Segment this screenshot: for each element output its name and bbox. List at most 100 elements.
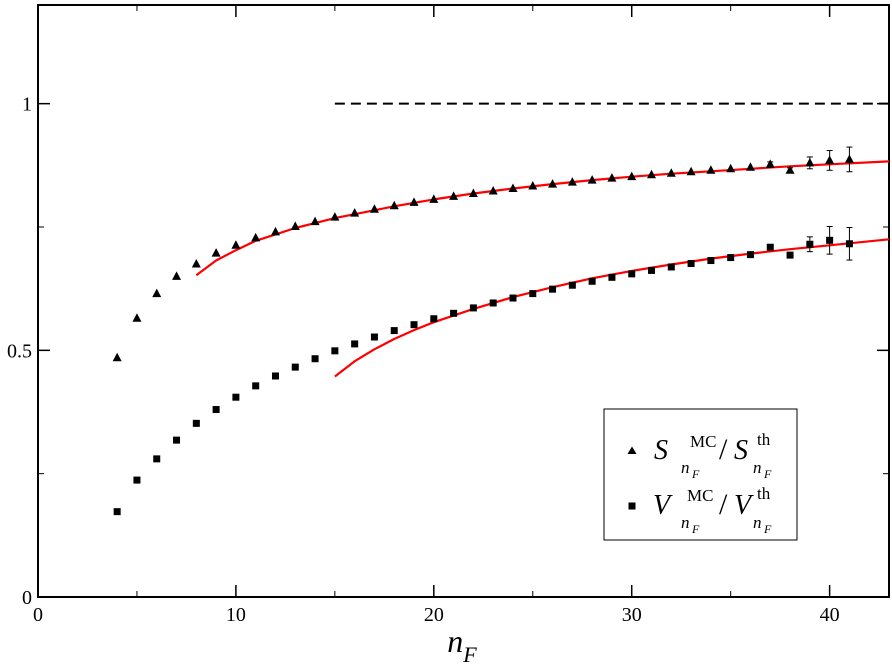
legend-v-slash: / <box>719 488 728 521</box>
triangle-data-point <box>706 165 716 174</box>
legend-s-subsub-f-2: F <box>763 467 772 481</box>
y-tick-label: 0.5 <box>7 340 32 362</box>
triangle-data-point <box>627 171 637 181</box>
square-data-point <box>687 260 695 268</box>
square-data-point <box>311 355 319 363</box>
x-axis-label: nF <box>447 623 477 667</box>
legend-v-main-2: V <box>734 490 754 521</box>
data-points <box>112 154 854 516</box>
legend-v-subsub-f-2: F <box>763 522 772 536</box>
square-data-point <box>133 476 141 484</box>
triangle-data-point <box>686 166 696 176</box>
square-data-point <box>568 281 576 289</box>
triangle-data-point <box>666 168 676 177</box>
square-data-point <box>608 273 616 281</box>
triangle-data-point <box>726 163 736 173</box>
triangle-data-point <box>369 204 379 213</box>
triangle-data-point <box>607 173 617 182</box>
square-data-point <box>450 309 458 317</box>
square-data-point <box>806 240 814 248</box>
legend-s-sup-mc: MC <box>690 432 716 451</box>
square-data-point <box>766 243 774 251</box>
triangle-data-point <box>785 165 795 174</box>
fit-curves <box>195 160 890 378</box>
triangle-data-point <box>270 226 280 236</box>
square-data-point <box>331 347 339 355</box>
triangle-data-point <box>290 221 300 231</box>
square-data-point <box>291 363 299 371</box>
square-data-point <box>271 372 279 380</box>
legend-v-subsub-f: F <box>691 522 700 536</box>
square-data-point <box>192 419 200 427</box>
square-data-point <box>252 382 260 390</box>
triangle-data-point <box>211 248 221 257</box>
triangle-data-point <box>825 155 835 164</box>
x-tick-label: 20 <box>424 604 444 626</box>
x-axis-label-sub: F <box>462 642 477 667</box>
fit-curve-1 <box>195 160 890 277</box>
triangle-data-point <box>528 181 538 190</box>
triangle-data-point <box>132 313 142 322</box>
triangle-data-point <box>191 259 201 268</box>
triangle-data-point <box>330 212 340 221</box>
legend-s-subsub-f: F <box>691 467 700 481</box>
legend-s-main: S <box>654 435 668 466</box>
square-data-point <box>469 304 477 312</box>
triangle-data-point <box>745 162 755 171</box>
x-tick-label: 10 <box>226 604 246 626</box>
triangle-data-point <box>508 183 518 193</box>
triangle-data-point <box>548 179 558 188</box>
triangle-data-point <box>310 216 320 226</box>
legend-v-main: V <box>653 490 673 521</box>
triangle-data-point <box>567 177 577 186</box>
square-data-point <box>707 257 715 265</box>
axis-tick-labels: 0 10 20 30 40 0 0.5 1 <box>7 94 840 626</box>
square-data-point <box>509 294 517 302</box>
square-data-point <box>826 236 834 244</box>
triangle-data-point <box>389 200 399 210</box>
fit-curve-2 <box>334 238 890 378</box>
square-data-point <box>410 321 418 329</box>
square-data-point <box>430 315 438 323</box>
legend-s-slash: / <box>719 433 728 466</box>
square-data-point <box>370 333 378 341</box>
plot-frame <box>37 4 890 598</box>
square-data-point <box>351 340 359 348</box>
triangle-data-point <box>647 169 657 179</box>
legend-v-sub-n-2: n <box>753 513 762 532</box>
triangle-data-point <box>488 185 498 195</box>
triangle-data-point <box>844 154 854 163</box>
legend-v-sup-mc: MC <box>687 486 713 505</box>
legend-v-sup-th: th <box>757 484 771 503</box>
x-tick-label: 0 <box>33 604 43 626</box>
square-data-point <box>628 270 636 278</box>
triangle-data-point <box>449 191 459 200</box>
triangle-data-point <box>805 157 815 167</box>
legend-s-sub-n-2: n <box>753 458 762 477</box>
triangle-data-point <box>112 352 122 362</box>
y-tick-label: 0 <box>22 587 32 609</box>
square-data-point <box>845 240 853 248</box>
triangle-data-point <box>429 194 439 203</box>
triangle-data-point <box>231 240 241 249</box>
x-axis-label-main: n <box>447 623 463 659</box>
square-data-point <box>232 393 240 401</box>
square-data-point <box>667 263 675 271</box>
legend-marker-triangle <box>627 446 637 454</box>
legend-s-sup-th: th <box>757 430 771 449</box>
square-data-point <box>173 436 181 444</box>
x-tick-label: 40 <box>820 604 840 626</box>
square-data-point <box>549 285 557 293</box>
square-data-point <box>489 299 497 307</box>
triangle-data-point <box>172 271 182 280</box>
triangle-data-point <box>350 208 360 217</box>
triangle-data-point <box>587 175 597 184</box>
triangle-data-point <box>765 159 775 168</box>
square-data-point <box>786 251 794 259</box>
legend-s-sub-n: n <box>681 458 690 477</box>
y-tick-label: 1 <box>22 94 32 116</box>
plot-area-border <box>37 4 890 598</box>
